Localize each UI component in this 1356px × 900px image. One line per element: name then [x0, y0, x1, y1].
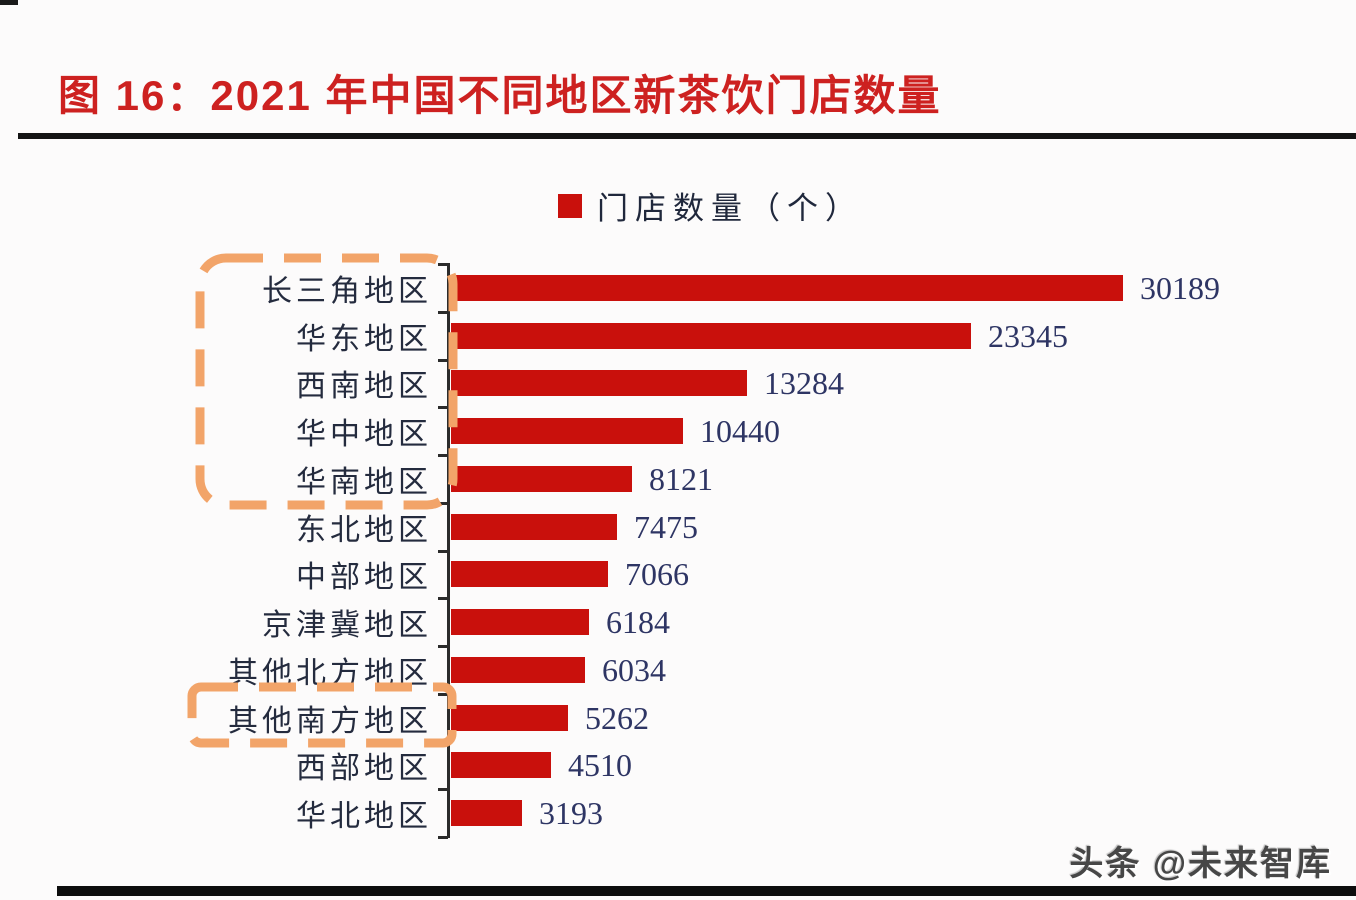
- value-label: 4510: [568, 747, 632, 784]
- axis-tick: [438, 645, 448, 648]
- bar-row: 华北地区 3193: [0, 789, 1356, 837]
- bar-row: 西部地区 4510: [0, 742, 1356, 790]
- bar-track: 4510: [451, 749, 632, 781]
- category-label: 中部地区: [296, 561, 432, 595]
- value-label: 6034: [602, 651, 666, 688]
- bar-track: 6034: [451, 654, 666, 686]
- bar-row: 京津冀地区 6184: [0, 598, 1356, 646]
- bar-row: 东北地区 7475: [0, 503, 1356, 551]
- value-label: 10440: [700, 413, 780, 450]
- axis-tick: [438, 358, 448, 362]
- axis-tick: [438, 692, 448, 696]
- category-label: 东北地区: [296, 513, 432, 547]
- bar: [451, 752, 551, 779]
- axis-tick: [438, 549, 448, 553]
- bar-track: 7066: [451, 558, 689, 590]
- bar: [451, 274, 1123, 301]
- axis-tick: [438, 788, 448, 792]
- bar-row: 其他北方地区 6034: [0, 646, 1356, 694]
- bar-track: 8121: [451, 463, 713, 495]
- bar: [451, 561, 608, 588]
- bar: [451, 418, 683, 445]
- axis-tick: [438, 263, 448, 266]
- bar: [451, 513, 617, 540]
- bar-row: 西南地区 13284: [0, 360, 1356, 408]
- corner-artifact: [0, 0, 18, 5]
- bar-track: 23345: [451, 320, 1068, 352]
- bar-track: 13284: [451, 367, 844, 399]
- value-label: 30189: [1140, 269, 1220, 306]
- axis-tick: [438, 501, 448, 505]
- category-axis-line: [447, 263, 450, 838]
- category-label: 华南地区: [296, 465, 432, 499]
- value-label: 7066: [625, 556, 689, 593]
- value-label: 23345: [988, 317, 1068, 354]
- value-label: 6184: [606, 604, 670, 641]
- axis-tick: [438, 836, 448, 839]
- bar-row: 华南地区 8121: [0, 455, 1356, 503]
- category-label: 西南地区: [296, 370, 432, 404]
- bar-row: 华东地区 23345: [0, 312, 1356, 360]
- bar-track: 30189: [451, 272, 1220, 304]
- bar-track: 7475: [451, 511, 698, 543]
- bar-rows: 长三角地区 30189 华东地区 23345 西南地区 13284 华中地区 10440 华南地…: [0, 264, 1356, 837]
- bar: [451, 465, 632, 492]
- bar-row: 长三角地区 30189: [0, 264, 1356, 312]
- bar: [451, 704, 568, 731]
- bar-track: 5262: [451, 702, 649, 734]
- axis-tick: [438, 597, 448, 601]
- category-label: 其他北方地区: [228, 656, 432, 690]
- category-label: 长三角地区: [262, 274, 432, 308]
- title-underline: [18, 133, 1356, 139]
- bar-track: 3193: [451, 797, 603, 829]
- bar-row: 华中地区 10440: [0, 407, 1356, 455]
- value-label: 13284: [764, 365, 844, 402]
- bar: [451, 656, 585, 683]
- bar: [451, 609, 589, 636]
- legend-label: 门店数量（个）: [597, 191, 863, 226]
- value-label: 3193: [539, 795, 603, 832]
- category-label: 华中地区: [296, 418, 432, 452]
- watermark: 头条 @未来智库: [1069, 845, 1332, 883]
- axis-tick: [438, 740, 448, 744]
- value-label: 8121: [649, 460, 713, 497]
- bar: [451, 370, 747, 397]
- bar-track: 6184: [451, 606, 670, 638]
- figure-title: 图 16：2021 年中国不同地区新茶饮门店数量: [58, 72, 942, 119]
- value-label: 7475: [634, 508, 698, 545]
- category-label: 其他南方地区: [228, 704, 432, 738]
- value-label: 5262: [585, 699, 649, 736]
- legend-swatch-icon: [558, 193, 582, 218]
- bar: [451, 322, 971, 349]
- bar: [451, 800, 522, 827]
- category-label: 华东地区: [296, 322, 432, 356]
- bar-track: 10440: [451, 415, 780, 447]
- category-label: 华北地区: [296, 800, 432, 834]
- bar-row: 中部地区 7066: [0, 551, 1356, 599]
- bottom-bar: [57, 886, 1356, 896]
- axis-tick: [438, 310, 448, 314]
- bar-row: 其他南方地区 5262: [0, 694, 1356, 742]
- category-label: 西部地区: [296, 752, 432, 786]
- legend: 门店数量（个）: [558, 183, 863, 228]
- axis-tick: [438, 406, 448, 410]
- category-label: 京津冀地区: [262, 609, 432, 643]
- axis-tick: [438, 454, 448, 457]
